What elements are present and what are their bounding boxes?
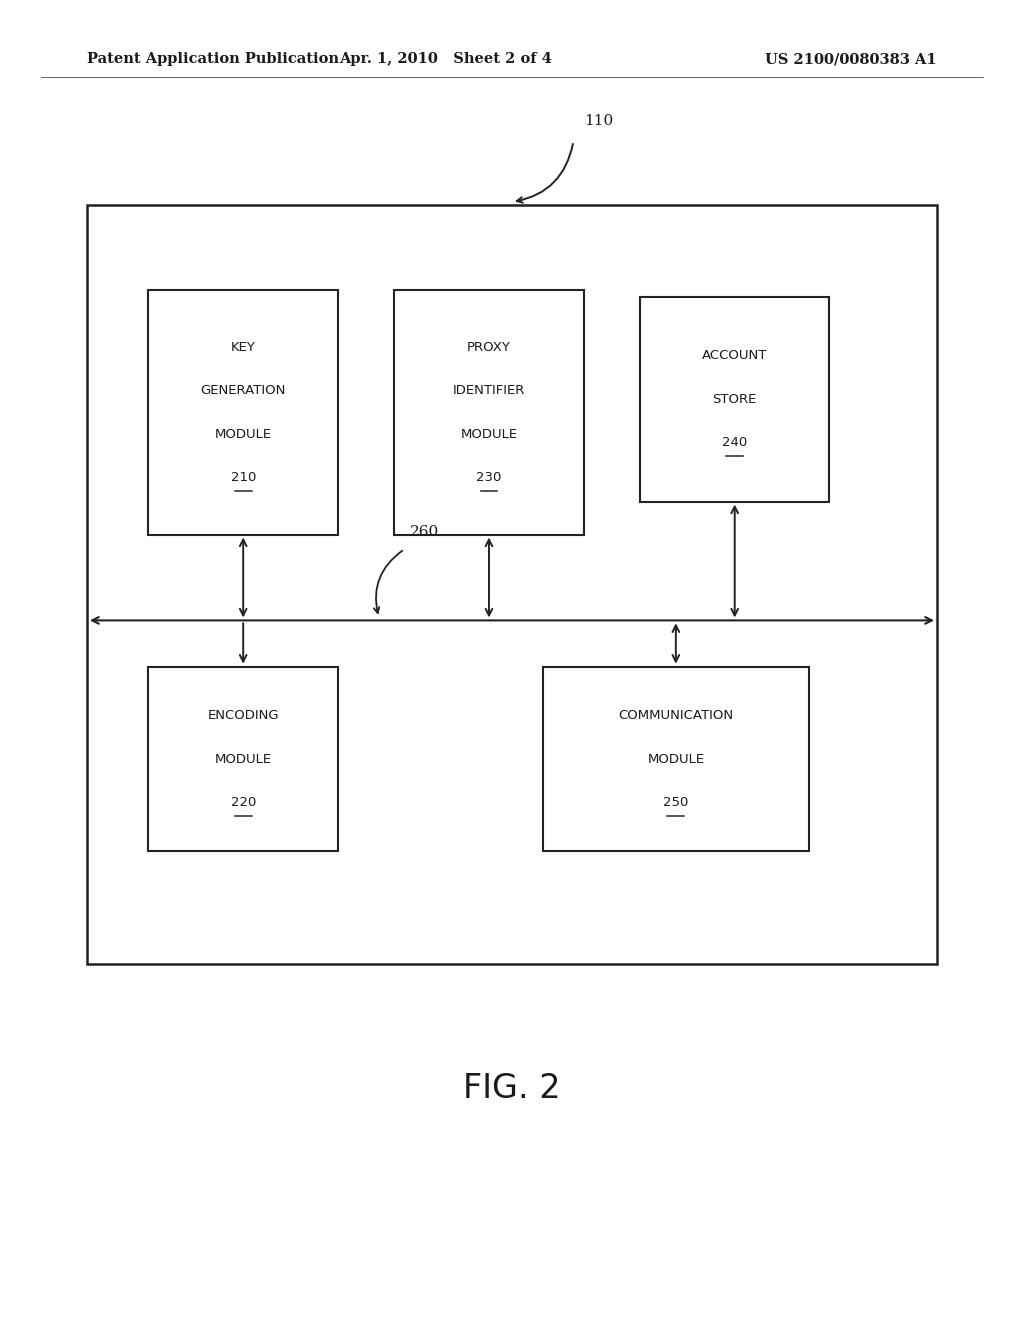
Bar — [87, 205, 937, 964]
Bar — [148, 290, 338, 535]
Text: 230: 230 — [476, 471, 502, 484]
Text: ACCOUNT: ACCOUNT — [702, 350, 767, 362]
Text: COMMUNICATION: COMMUNICATION — [618, 709, 733, 722]
Bar — [394, 290, 584, 535]
Bar — [543, 667, 809, 851]
Text: ENCODING: ENCODING — [208, 709, 279, 722]
Text: PROXY: PROXY — [467, 341, 511, 354]
Bar — [148, 667, 338, 851]
Text: 110: 110 — [584, 114, 613, 128]
Text: 210: 210 — [230, 471, 256, 484]
Text: US 2100/0080383 A1: US 2100/0080383 A1 — [765, 53, 937, 66]
Text: 250: 250 — [664, 796, 688, 809]
Text: STORE: STORE — [713, 393, 757, 405]
Text: Apr. 1, 2010   Sheet 2 of 4: Apr. 1, 2010 Sheet 2 of 4 — [339, 53, 552, 66]
Text: 220: 220 — [230, 796, 256, 809]
Text: FIG. 2: FIG. 2 — [463, 1072, 561, 1106]
Text: MODULE: MODULE — [647, 752, 705, 766]
Bar — [640, 297, 829, 502]
Text: MODULE: MODULE — [461, 428, 517, 441]
Text: Patent Application Publication: Patent Application Publication — [87, 53, 339, 66]
Text: GENERATION: GENERATION — [201, 384, 286, 397]
Text: 260: 260 — [410, 524, 439, 539]
Text: KEY: KEY — [230, 341, 256, 354]
Text: MODULE: MODULE — [215, 752, 271, 766]
Text: 240: 240 — [722, 437, 748, 449]
Text: MODULE: MODULE — [215, 428, 271, 441]
Text: IDENTIFIER: IDENTIFIER — [453, 384, 525, 397]
